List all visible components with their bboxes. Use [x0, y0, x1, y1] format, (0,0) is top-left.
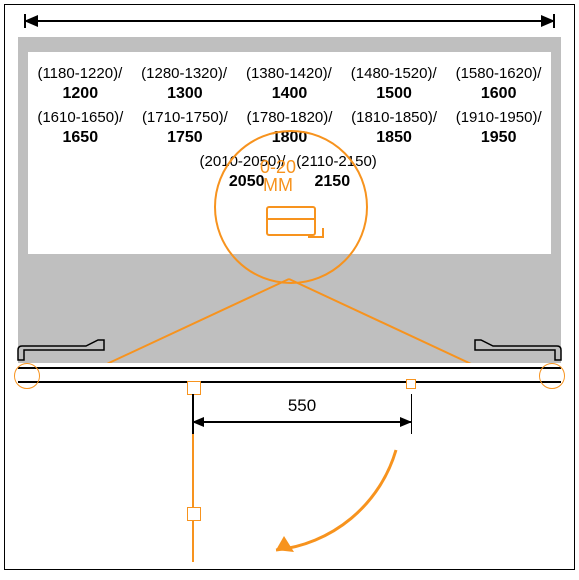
range: (1910-1950)/ — [456, 108, 542, 128]
range: (1610-1650)/ — [37, 108, 123, 128]
profile-icon — [266, 206, 316, 236]
size-row-2-ranges: (1610-1650)/ (1710-1750)/ (1780-1820)/ (… — [28, 108, 551, 128]
range: (1280-1320)/ — [141, 64, 227, 84]
adjust-unit: MM — [260, 176, 296, 194]
range: (1480-1520)/ — [351, 64, 437, 84]
nominal: 1200 — [63, 84, 99, 104]
door-width-value: 550 — [192, 396, 412, 416]
hinge-detail-circle-right — [539, 363, 565, 389]
range: (1780-1820)/ — [247, 108, 333, 128]
faucet-left-icon — [16, 336, 116, 366]
adjust-range-label: 0-20 MM — [260, 158, 296, 194]
shower-track — [18, 363, 561, 387]
nominal: 1600 — [481, 84, 517, 104]
hinge-detail-circle-left — [14, 363, 40, 389]
range: (1710-1750)/ — [142, 108, 228, 128]
nominal: 1750 — [167, 128, 203, 148]
range: (1810-1850)/ — [351, 108, 437, 128]
faucet-right-icon — [463, 336, 563, 366]
nominal: 1500 — [376, 84, 412, 104]
range: (1580-1620)/ — [456, 64, 542, 84]
adjust-value: 0-20 — [260, 158, 296, 176]
size-row-1-nominal: 1200 1300 1400 1500 1600 — [28, 84, 551, 104]
nominal: 1950 — [481, 128, 517, 148]
size-row-1-ranges: (1180-1220)/ (1280-1320)/ (1380-1420)/ (… — [28, 64, 551, 84]
door-stop-marker — [406, 379, 416, 389]
range: (1380-1420)/ — [246, 64, 332, 84]
nominal: 1300 — [167, 84, 203, 104]
nominal: 1850 — [376, 128, 412, 148]
range: (1180-1220)/ — [37, 64, 122, 84]
nominal: 1650 — [63, 128, 99, 148]
top-width-dimension — [24, 14, 555, 28]
nominal: 1400 — [272, 84, 308, 104]
swing-arrow-icon — [246, 420, 446, 580]
